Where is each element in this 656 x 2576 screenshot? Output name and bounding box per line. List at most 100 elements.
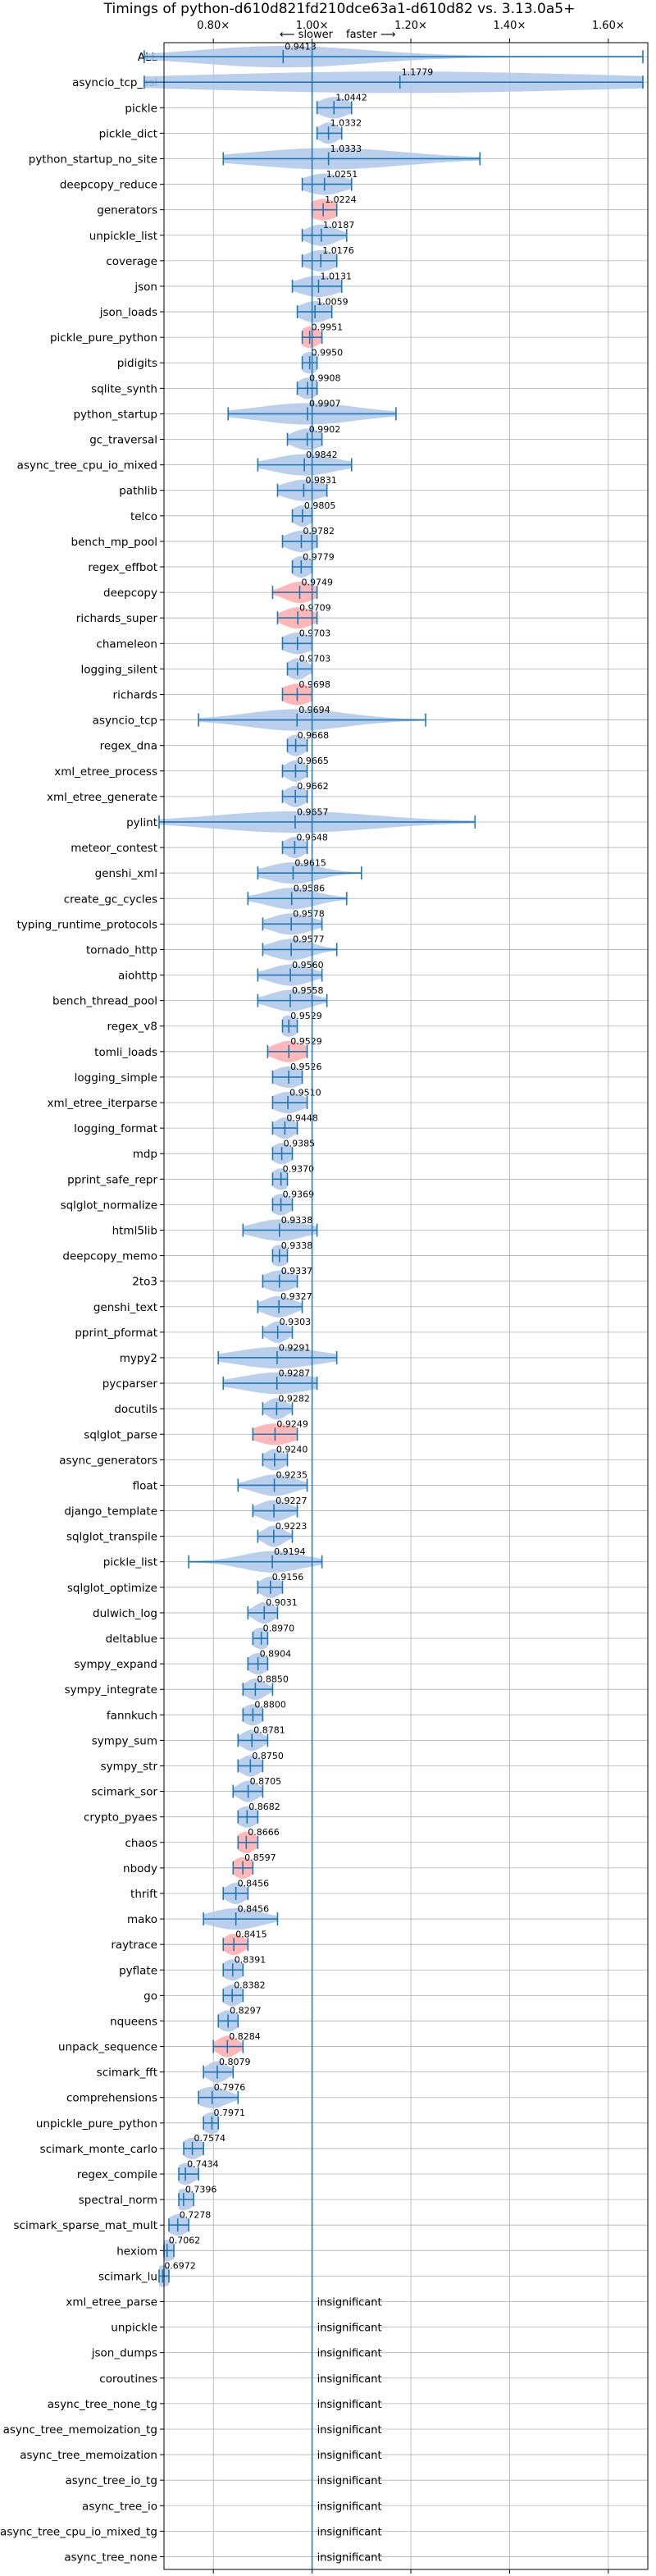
benchmark-name: fannkuch — [107, 1709, 157, 1722]
value-label: 0.9291 — [279, 1342, 311, 1353]
benchmark-name: pathlib — [119, 485, 157, 498]
benchmark-name: bench_thread_pool — [52, 995, 157, 1008]
benchmark-row: aiohttp 0.9560 — [118, 960, 324, 986]
benchmark-row: pyflate 0.8391 — [119, 1955, 266, 1981]
benchmark-name: unpickle_pure_python — [36, 2117, 157, 2131]
value-label: 0.9908 — [309, 373, 341, 384]
benchmark-row: logging_simple 0.9526 — [75, 1062, 322, 1088]
value-label: 0.9526 — [290, 1062, 322, 1072]
benchmark-row: sympy_expand 0.8904 — [74, 1648, 291, 1675]
benchmark-row: dulwich_log 0.9031 — [93, 1597, 298, 1624]
benchmark-name: sqlglot_normalize — [61, 1199, 157, 1212]
value-label: 0.8705 — [250, 1776, 282, 1787]
benchmark-name: sympy_sum — [92, 1734, 157, 1747]
value-label: 0.9902 — [309, 424, 341, 435]
value-label: 0.9703 — [299, 628, 331, 639]
benchmark-name: async_tree_cpu_io_mixed_tg — [0, 2525, 157, 2538]
value-label: 1.0251 — [326, 169, 358, 180]
benchmark-row: sqlglot_normalize 0.9369 — [61, 1190, 314, 1216]
benchmark-name: python_startup_no_site — [29, 153, 157, 166]
benchmark-name: richards — [113, 688, 157, 701]
benchmark-name: python_startup — [73, 408, 157, 421]
value-label: 0.7396 — [185, 2184, 217, 2195]
value-label: 0.9703 — [299, 654, 331, 665]
benchmark-row: unpack_sequence 0.8284 — [58, 2031, 261, 2058]
benchmark-row: scimark_sor 0.8705 — [91, 1776, 281, 1802]
value-label: 1.0224 — [325, 194, 357, 205]
value-label: 0.9694 — [298, 705, 330, 715]
benchmark-name: pickle_dict — [99, 127, 157, 140]
benchmark-row: create_gc_cycles 0.9586 — [64, 884, 348, 910]
benchmark-row: scimark_monte_carlo 0.7574 — [40, 2133, 226, 2159]
benchmark-name: go — [144, 1989, 157, 2003]
benchmark-name: hexiom — [116, 2245, 157, 2258]
value-label: 0.9782 — [303, 526, 335, 537]
value-label: 0.9615 — [294, 857, 326, 868]
benchmark-row: pickle 1.0442 — [125, 93, 367, 119]
insignificant-label: insignificant — [317, 2373, 382, 2386]
benchmark-name: coroutines — [99, 2373, 157, 2386]
benchmark-row: bench_mp_pool 0.9782 — [71, 526, 335, 552]
benchmark-row: docutils 0.9282 — [114, 1393, 310, 1420]
benchmark-row: xml_etree_parse insignificant — [66, 2295, 381, 2309]
benchmark-name: bench_mp_pool — [71, 536, 157, 549]
benchmark-row: gc_traversal 0.9902 — [89, 424, 340, 450]
benchmark-row: fannkuch 0.8800 — [107, 1700, 286, 1726]
benchmark-row: xml_etree_iterparse 0.9510 — [48, 1087, 321, 1114]
benchmark-row: async_tree_io_tg insignificant — [65, 2474, 381, 2487]
top-tick-label: 0.80× — [197, 20, 230, 32]
benchmark-row: async_tree_none insignificant — [64, 2551, 381, 2564]
benchmark-row: pickle_pure_python 0.9951 — [50, 322, 343, 349]
value-label: 0.8781 — [253, 1725, 285, 1736]
benchmark-name: pprint_safe_repr — [67, 1173, 157, 1186]
benchmark-row: unpickle_list 1.0187 — [89, 220, 354, 246]
benchmark-name: pprint_pformat — [75, 1327, 157, 1340]
benchmark-name: sqlglot_optimize — [67, 1582, 157, 1595]
insignificant-label: insignificant — [317, 2424, 382, 2437]
benchmark-row: mako 0.8456 — [127, 1903, 279, 1930]
benchmark-name: pidigits — [117, 357, 157, 370]
value-label: 0.9950 — [312, 348, 344, 359]
insignificant-label: insignificant — [317, 2450, 382, 2462]
benchmark-name: dulwich_log — [93, 1607, 157, 1620]
value-label: 0.9338 — [281, 1240, 313, 1251]
benchmark-name: scimark_lu — [98, 2270, 157, 2283]
benchmark-row: regex_v8 0.9529 — [107, 1011, 322, 1037]
benchmark-row: xml_etree_process 0.9665 — [54, 756, 329, 782]
value-label: 0.9558 — [292, 985, 324, 996]
benchmark-name: scimark_monte_carlo — [40, 2143, 157, 2156]
value-label: 0.7278 — [180, 2210, 212, 2221]
benchmark-row: richards 0.9698 — [113, 679, 330, 706]
value-label: 0.7434 — [187, 2158, 219, 2169]
insignificant-label: insignificant — [317, 2551, 382, 2564]
benchmark-row: asyncio_tcp_ssl 1.1779 — [72, 66, 644, 94]
benchmark-name: sympy_integrate — [65, 1683, 157, 1697]
benchmark-name: xml_etree_generate — [47, 791, 157, 804]
benchmark-row: genshi_xml 0.9615 — [95, 857, 362, 884]
benchmark-name: docutils — [114, 1403, 157, 1416]
benchmark-name: asyncio_tcp_ssl — [72, 76, 157, 89]
benchmark-row: tornado_http 0.9577 — [86, 934, 338, 961]
insignificant-label: insignificant — [317, 2323, 382, 2335]
benchmark-row: thrift 0.8456 — [130, 1878, 269, 1905]
benchmark-name: xml_etree_process — [54, 765, 157, 779]
value-label: 0.9338 — [281, 1215, 313, 1226]
benchmark-name: scimark_sparse_mat_mult — [14, 2219, 157, 2232]
benchmark-name: chameleon — [96, 637, 157, 651]
benchmark-row: logging_format 0.9448 — [74, 1112, 318, 1140]
value-label: 0.9749 — [302, 577, 334, 587]
benchmark-name: scimark_fft — [97, 2067, 157, 2080]
benchmark-row: django_template 0.9227 — [64, 1496, 308, 1522]
benchmark-name: sqlglot_parse — [84, 1428, 157, 1441]
benchmark-row: coverage 1.0176 — [106, 245, 354, 272]
benchmark-name: async_tree_none — [64, 2551, 157, 2564]
benchmark-row: sympy_sum 0.8781 — [92, 1725, 285, 1752]
benchmark-name: unpack_sequence — [58, 2041, 157, 2054]
insignificant-label: insignificant — [317, 2501, 382, 2513]
benchmark-name: meteor_contest — [71, 842, 157, 855]
benchmark-name: logging_format — [74, 1122, 157, 1135]
benchmark-row: sqlglot_transpile 0.9223 — [66, 1521, 307, 1547]
value-label: 1.0333 — [330, 144, 362, 154]
value-label: 0.8079 — [219, 2057, 251, 2067]
